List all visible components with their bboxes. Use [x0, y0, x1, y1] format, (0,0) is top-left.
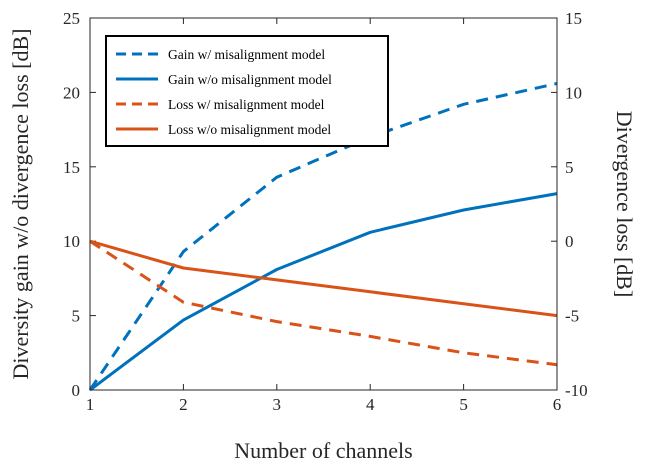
y-axis-left-label: Diversity gain w/o divergence loss [dB] — [8, 29, 33, 380]
x-tick-label: 3 — [273, 395, 282, 414]
x-axis-label: Number of channels — [234, 438, 412, 463]
series-line-1 — [88, 82, 558, 391]
plot-frame — [89, 17, 558, 391]
series-line-3 — [89, 239, 558, 367]
y-left-tick-label: 10 — [63, 232, 80, 251]
x-tick-label: 1 — [86, 395, 95, 414]
x-tick-label: 5 — [459, 395, 468, 414]
y-right-tick-label: 10 — [565, 83, 582, 102]
series-line-2 — [89, 192, 558, 392]
y-right-tick-label: 5 — [565, 158, 574, 177]
legend-label-2: Gain w/o misalignment model — [168, 72, 332, 87]
x-tick-label: 6 — [553, 395, 562, 414]
legend-label-3: Loss w/ misalignment model — [168, 97, 325, 112]
y-left-tick-label: 20 — [63, 83, 80, 102]
y-right-tick-label: 0 — [565, 232, 574, 251]
y-right-tick-label: 15 — [565, 9, 582, 28]
y-left-tick-label: 25 — [63, 9, 80, 28]
y-axis-right-label: Divergence loss [dB] — [612, 111, 637, 298]
legend-label-4: Loss w/o misalignment model — [168, 122, 331, 137]
x-tick-label: 2 — [179, 395, 188, 414]
series-lines — [88, 82, 558, 392]
y-left-tick-label: 0 — [72, 381, 81, 400]
x-tick-label: 4 — [366, 395, 375, 414]
legend: Gain w/ misalignment model Gain w/o misal… — [105, 35, 389, 147]
y-left-tick-label: 5 — [72, 307, 81, 326]
y-left-tick-label: 15 — [63, 158, 80, 177]
tick-labels: 1 2 3 4 5 6 0 5 10 15 20 25 -10 -5 0 5 10 15 — [63, 9, 588, 414]
series-line-4 — [89, 239, 558, 318]
y-right-tick-label: -5 — [565, 307, 579, 326]
legend-label-1: Gain w/ misalignment model — [168, 47, 325, 62]
y-right-tick-label: -10 — [565, 381, 588, 400]
